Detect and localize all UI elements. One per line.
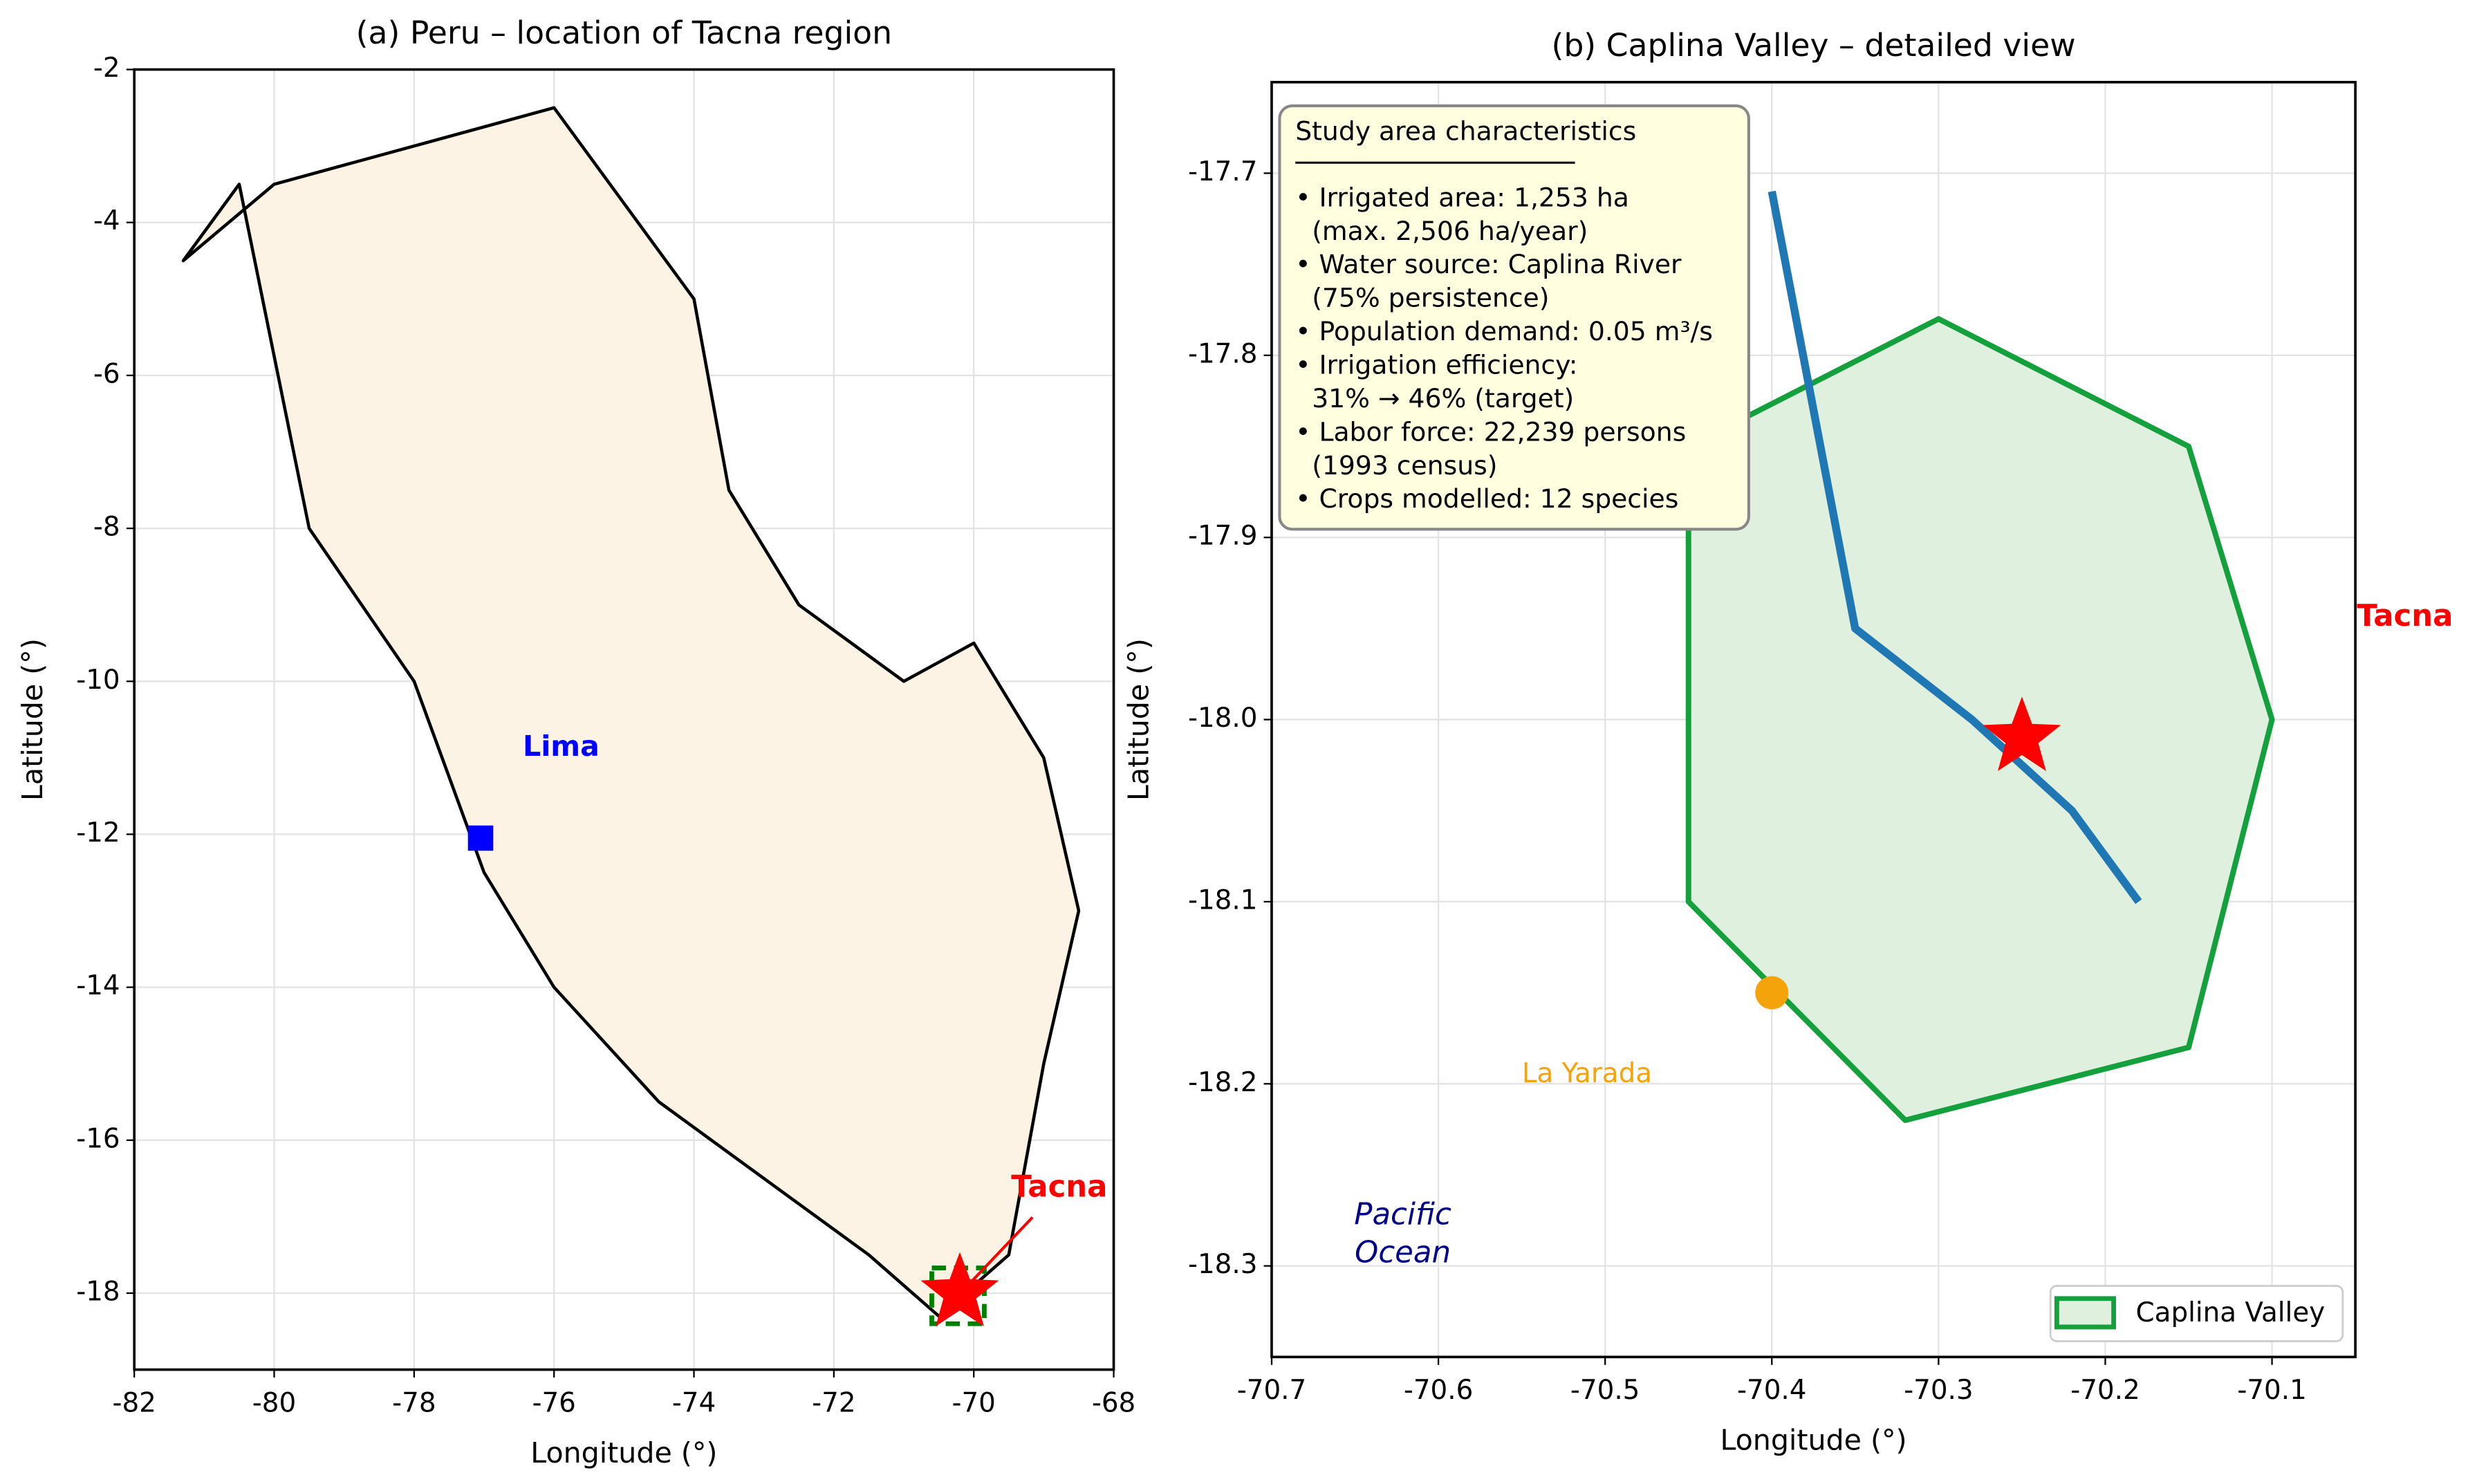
y-tick-label: -14 [76,970,120,1001]
y-axis-label: Latitude (°) [1122,638,1155,801]
marker-star [920,1252,999,1327]
y-tick-label: -16 [76,1123,120,1154]
y-axis-label: Latitude (°) [16,638,49,801]
textbox-line: (1993 census) [1295,450,1497,481]
x-tick-label: -70.5 [1570,1375,1640,1406]
y-tick-label: -8 [93,512,120,543]
y-tick-label: -18.2 [1188,1067,1257,1098]
y-tick-label: -17.9 [1188,521,1257,552]
textbox-line: (max. 2,506 ha/year) [1295,216,1588,246]
x-tick-label: -70.3 [1904,1375,1973,1406]
textbox-line: • Labor force: 22,239 persons [1295,416,1686,447]
marker-label: La Yarada [1522,1058,1652,1089]
ocean-label: Ocean [1355,1235,1451,1270]
x-tick-label: -70 [952,1387,995,1418]
ocean-label: Pacific [1354,1198,1451,1232]
y-tick-label: -18.3 [1188,1249,1257,1280]
textbox-line: • Population demand: 0.05 m³/s [1295,316,1713,346]
x-tick-label: -68 [1092,1387,1135,1418]
x-tick-label: -78 [392,1387,436,1418]
textbox-line: • Irrigated area: 1,253 ha [1295,182,1629,212]
textbox-line: • Water source: Caplina River [1295,249,1682,279]
x-axis-label: Longitude (°) [1720,1424,1907,1457]
y-tick-label: -17.7 [1188,156,1257,187]
marker-star [1983,696,2061,771]
legend-swatch [2054,1296,2117,1330]
x-axis-label: Longitude (°) [530,1436,717,1469]
textbox-line: (75% persistence) [1295,283,1549,313]
x-tick-label: -72 [812,1387,855,1418]
x-tick-label: -82 [112,1387,156,1418]
y-tick-label: -6 [93,358,120,389]
x-tick-label: -70.2 [2070,1375,2140,1406]
y-tick-label: -18.1 [1188,884,1257,916]
axes-frame [133,68,1115,1371]
marker-label: Lima [523,730,600,763]
y-tick-label: -18 [76,1277,120,1308]
marker-circle [1755,976,1789,1010]
x-tick-label: -70.4 [1737,1375,1806,1406]
y-tick-label: -12 [76,817,120,848]
textbox-line: • Irrigation efficiency: [1295,349,1577,380]
textbox-title: Study area characteristics [1295,115,1636,146]
y-tick-label: -18.0 [1188,703,1257,734]
textbox-line: 31% → 46% (target) [1295,383,1574,414]
chart-title: (a) Peru – location of Tacna region [356,15,892,51]
chart-title: (b) Caplina Valley – detailed view [1552,27,2076,64]
x-tick-label: -80 [252,1387,296,1418]
legend-box [2049,1285,2344,1342]
x-tick-label: -70.7 [1237,1375,1306,1406]
x-tick-label: -70.1 [2237,1375,2306,1406]
legend-label: Caplina Valley [2136,1297,2326,1328]
textbox-line: • Crops modelled: 12 species [1295,483,1678,514]
river-line [1768,190,2142,905]
y-tick-label: -4 [93,205,120,236]
y-tick-label: -17.8 [1188,338,1257,369]
y-tick-label: -10 [76,665,120,696]
textbox [1278,104,1750,531]
y-tick-label: -2 [93,53,120,84]
x-tick-label: -70.6 [1404,1375,1473,1406]
axes-frame [1270,80,2357,1359]
x-tick-label: -74 [672,1387,716,1418]
marker-label: Tacna [2357,599,2453,633]
marker-square [467,825,494,851]
marker-label: Tacna [1011,1170,1107,1205]
country-outline [181,106,1081,1318]
annotation-arrow [971,1216,1034,1282]
x-tick-label: -76 [532,1387,575,1418]
